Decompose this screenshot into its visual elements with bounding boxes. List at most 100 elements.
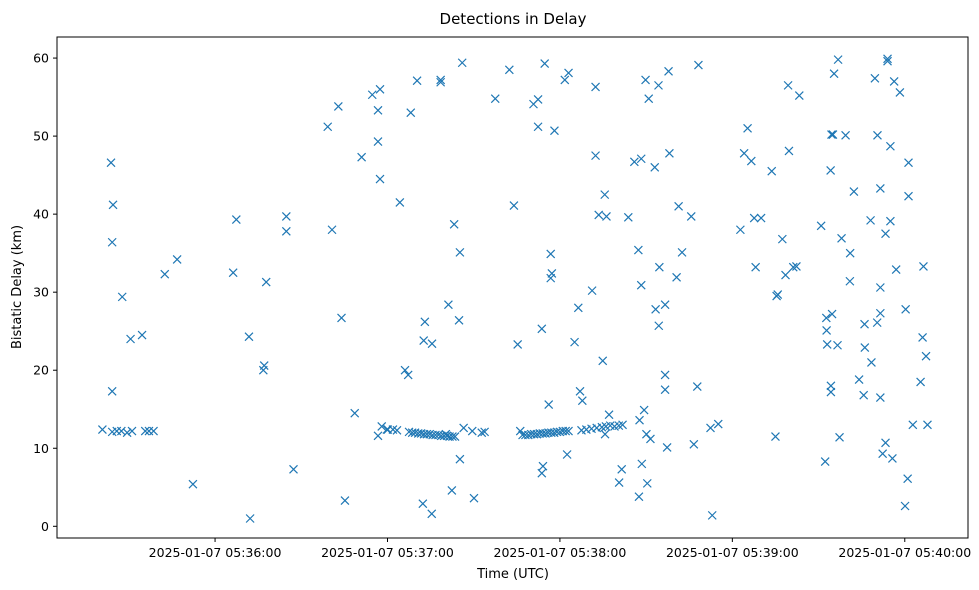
data-point <box>887 453 897 463</box>
data-point <box>367 90 377 100</box>
data-point <box>188 479 198 489</box>
data-point <box>746 156 756 166</box>
data-point <box>564 426 573 436</box>
data-point <box>600 190 610 200</box>
data-point <box>781 270 790 280</box>
x-tick-label: 2025-01-07 05:37:00 <box>321 545 454 560</box>
data-point <box>784 146 794 156</box>
data-point <box>403 370 413 380</box>
chart-title: Detections in Delay <box>440 10 587 28</box>
data-point <box>822 340 832 349</box>
data-point <box>459 423 469 433</box>
data-point <box>904 191 913 201</box>
data-point <box>427 509 437 519</box>
data-point <box>881 229 890 239</box>
data-point <box>921 351 931 361</box>
data-point <box>664 66 673 76</box>
data-point <box>735 225 745 235</box>
data-point <box>903 474 913 484</box>
data-point <box>106 158 116 168</box>
data-point <box>436 75 446 85</box>
data-point <box>400 365 410 375</box>
data-point <box>821 313 831 323</box>
data-point <box>860 319 869 329</box>
data-point <box>604 410 614 420</box>
data-point <box>860 343 870 353</box>
data-point <box>436 77 446 87</box>
data-point <box>289 464 298 474</box>
data-point <box>591 151 600 161</box>
data-point <box>261 277 271 287</box>
data-point <box>570 337 579 347</box>
data-point <box>841 130 850 140</box>
data-point <box>587 286 597 296</box>
data-point <box>373 431 383 441</box>
data-point <box>140 426 150 436</box>
data-point <box>117 292 127 302</box>
data-point <box>244 332 254 342</box>
data-point <box>654 321 664 331</box>
data-point <box>419 336 429 345</box>
data-point <box>878 449 888 459</box>
y-tick-label: 60 <box>33 51 49 66</box>
data-point <box>833 55 843 65</box>
x-tick-label: 2025-01-07 05:39:00 <box>666 545 799 560</box>
data-point <box>904 158 913 168</box>
data-point <box>637 459 647 469</box>
data-point <box>891 265 901 274</box>
data-point <box>639 405 649 415</box>
data-point <box>259 361 269 370</box>
data-point <box>826 387 836 397</box>
data-point <box>441 429 451 439</box>
data-point <box>674 201 684 211</box>
data-point <box>660 370 670 380</box>
data-point <box>629 157 639 167</box>
data-point <box>636 154 646 164</box>
data-point <box>662 443 672 452</box>
data-point <box>455 454 465 464</box>
data-point <box>112 426 122 436</box>
data-point <box>457 58 467 68</box>
data-point <box>633 245 643 255</box>
data-point <box>350 408 360 418</box>
data-point <box>533 122 543 132</box>
data-point <box>97 425 107 434</box>
data-point <box>477 428 487 438</box>
data-point <box>739 148 749 158</box>
data-point <box>654 262 664 272</box>
data-point <box>546 249 556 259</box>
data-point <box>820 457 830 466</box>
data-point <box>900 501 910 511</box>
data-point <box>537 324 547 334</box>
data-point <box>538 461 548 471</box>
data-point <box>883 54 892 64</box>
data-point <box>281 212 291 221</box>
data-point <box>636 280 646 290</box>
data-point <box>859 390 869 400</box>
data-point <box>827 130 836 139</box>
data-point <box>845 248 855 258</box>
data-point <box>767 166 777 176</box>
data-point <box>875 183 885 193</box>
data-point <box>373 105 383 115</box>
data-point <box>816 221 826 231</box>
data-point <box>873 130 882 140</box>
data-point <box>560 75 570 85</box>
data-point <box>771 432 780 441</box>
data-point <box>883 56 892 66</box>
data-point <box>689 439 699 449</box>
data-point <box>575 386 585 396</box>
data-point <box>594 210 604 220</box>
x-tick-label: 2025-01-07 05:38:00 <box>494 545 627 560</box>
data-point <box>490 94 500 104</box>
data-point <box>783 80 793 90</box>
data-point <box>923 420 932 430</box>
data-point <box>537 468 547 478</box>
data-point <box>127 426 137 436</box>
data-point <box>642 478 652 488</box>
data-point <box>420 317 430 327</box>
data-point <box>598 356 608 366</box>
data-point <box>672 272 682 282</box>
data-point <box>160 269 170 279</box>
data-point <box>677 247 687 257</box>
